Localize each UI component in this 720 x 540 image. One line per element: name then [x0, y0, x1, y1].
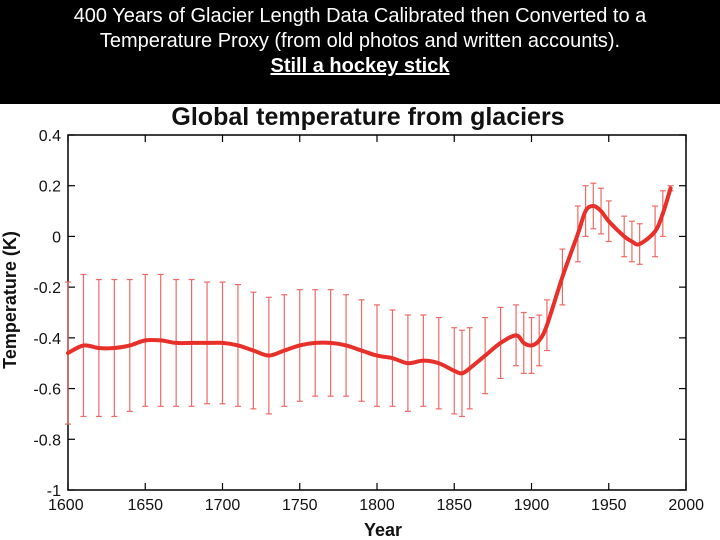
x-tick-label: 2000	[668, 497, 704, 514]
header-line-1: 400 Years of Glacier Length Data Calibra…	[73, 5, 647, 27]
x-tick-label: 1600	[48, 497, 84, 514]
y-tick-label: -1	[47, 483, 61, 500]
x-tick-label: 1900	[514, 497, 550, 514]
y-tick-label: -0.4	[33, 331, 61, 348]
y-axis-label: Temperature (K)	[0, 231, 20, 369]
x-tick-label: 1650	[127, 497, 163, 514]
temperature-line	[66, 186, 673, 376]
x-axis-label: Year	[364, 520, 402, 540]
header-line-3: Still a hockey stick	[270, 55, 450, 77]
x-tick-label: 1750	[282, 497, 318, 514]
x-tick-label: 1800	[359, 497, 395, 514]
y-tick-label: -0.8	[33, 432, 61, 449]
y-tick-label: 0.2	[39, 179, 61, 196]
x-axis: 1600 1650 1700 1750 1800 1850 1900 1950 2000	[48, 135, 704, 514]
y-tick-label: -0.2	[33, 280, 61, 297]
y-tick-label: -0.6	[33, 382, 61, 399]
y-tick-label: 0	[52, 229, 61, 246]
y-tick-label: 0.4	[39, 128, 61, 145]
x-tick-label: 1850	[436, 497, 472, 514]
header-line-2: Temperature Proxy (from old photos and w…	[99, 30, 621, 52]
x-tick-label: 1700	[205, 497, 241, 514]
slide-header: 400 Years of Glacier Length Data Calibra…	[0, 0, 720, 104]
y-axis: 0.4 0.2 0 -0.2 -0.4 -0.6 -0.8 -1	[33, 128, 686, 500]
x-tick-label: 1950	[591, 497, 627, 514]
chart-title: Global temperature from glaciers	[171, 103, 564, 131]
